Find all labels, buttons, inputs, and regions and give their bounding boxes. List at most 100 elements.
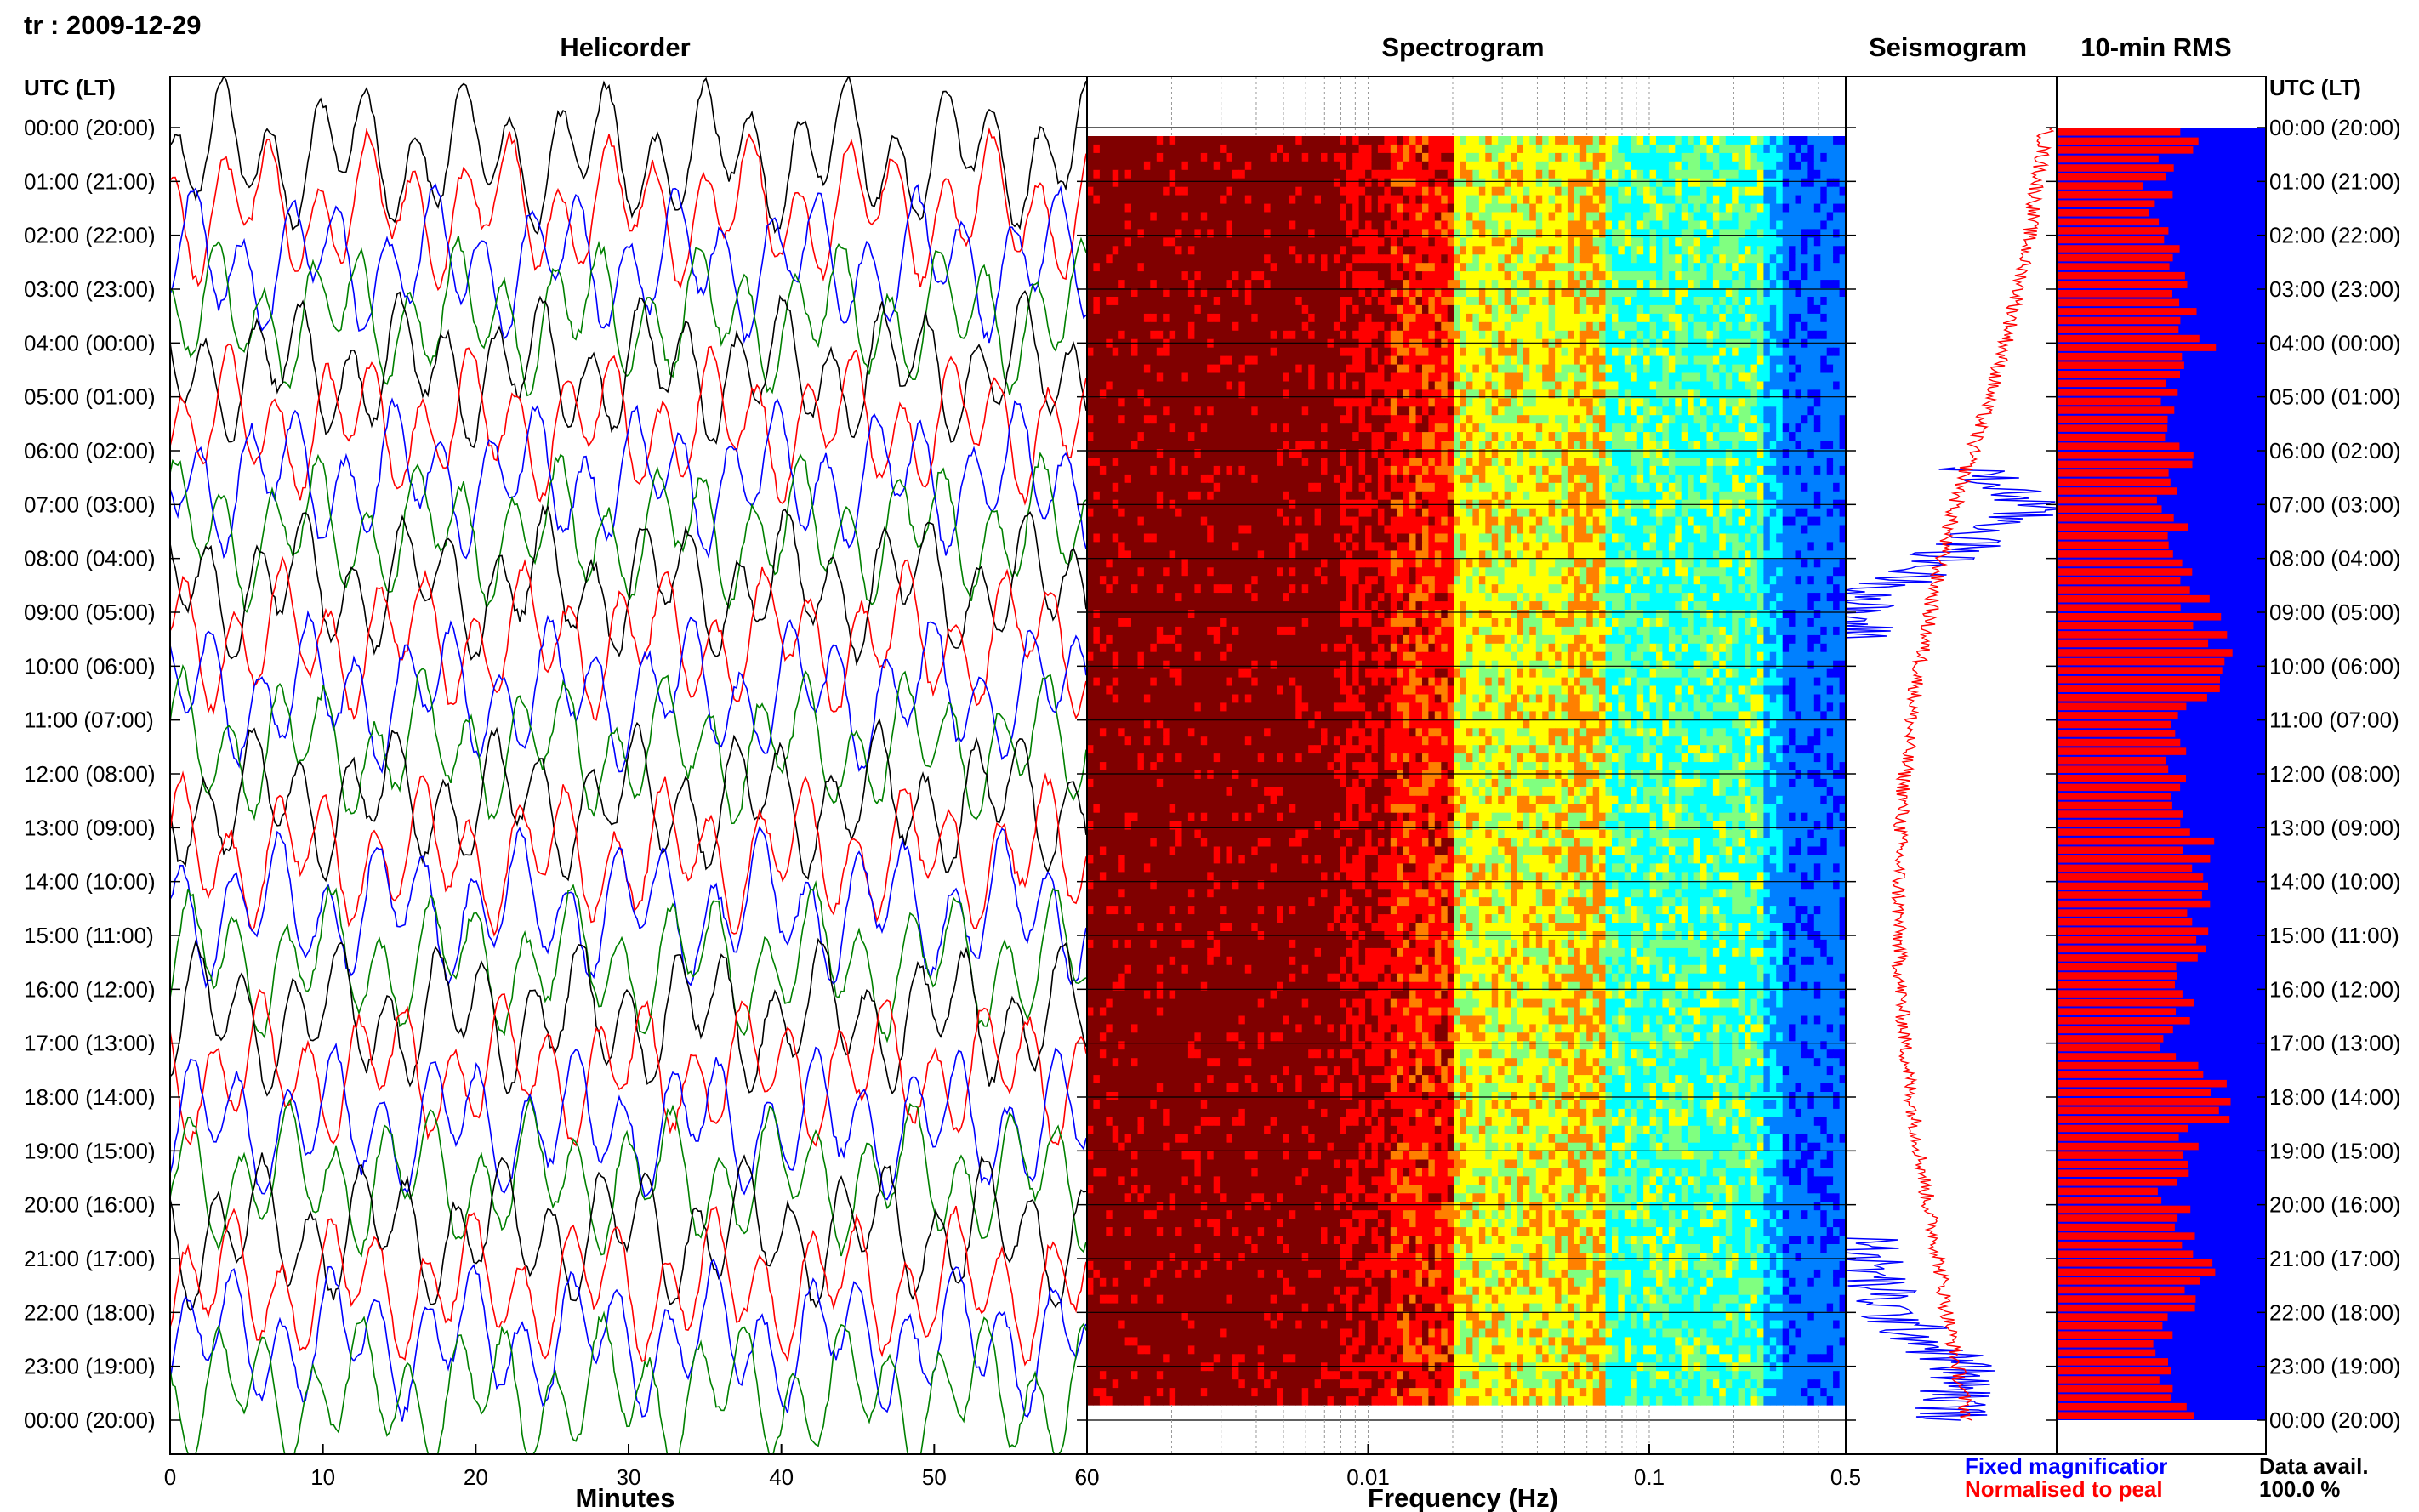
rms-bar [2057,577,2181,585]
rms-bar [2057,837,2215,845]
rms-bar [2057,452,2194,459]
helicorder-trace [170,826,1087,989]
time-label-left: 04:00 (00:00) [24,330,156,355]
data-avail-value: 100.0 % [2259,1476,2340,1502]
rms-bar [2057,478,2171,486]
rms-bar [2057,954,2198,962]
rms-bar [2057,882,2208,890]
rms-bar [2057,604,2181,611]
rms-bar [2057,1250,2194,1258]
figure-title: tr : 2009-12-29 [24,10,202,40]
rms-bar [2057,298,2180,307]
time-axis-header-right: UTC (LT) [2269,75,2361,100]
time-label-left: 00:00 (20:00) [24,115,156,140]
rms-bar [2057,371,2180,378]
time-axis-header-left: UTC (LT) [24,75,116,100]
time-label-right: 20:00 (16:00) [2269,1192,2401,1218]
time-label-right: 01:00 (21:00) [2269,168,2401,194]
rms-bar [2057,1277,2200,1285]
rms-bar [2057,316,2181,325]
rms-bar [2057,1349,2156,1357]
time-label-left: 12:00 (08:00) [24,761,156,787]
helicorder-trace [170,770,1087,937]
helicorder-trace [170,343,1087,506]
rms-bar [2057,720,2171,729]
rms-bar [2057,290,2172,298]
rms-bar [2057,900,2211,908]
rms-bar [2057,819,2181,827]
rms-bar [2057,1412,2194,1419]
rms-bar [2057,846,2183,854]
rms-bar [2057,406,2175,414]
time-label-left: 01:00 (21:00) [24,168,156,194]
rms-bar [2057,496,2157,504]
helicorder-trace [170,664,1087,825]
time-label-left: 08:00 (04:00) [24,546,156,571]
rms-bar [2057,1358,2168,1366]
rms-bar [2057,514,2174,522]
rms-bar [2057,873,2204,881]
rms-bar [2057,586,2190,594]
time-label-left: 21:00 (17:00) [24,1246,156,1271]
time-label-left: 10:00 (06:00) [24,653,156,679]
rms-bar [2057,1304,2195,1312]
time-label-left: 09:00 (05:00) [24,600,156,625]
rms-bar [2057,559,2183,567]
rms-bar [2057,828,2190,836]
rms-bar [2057,1061,2199,1070]
seismogram-title: Seismogram [1869,32,2027,62]
rms-bar [2057,352,2183,361]
rms-bar [2057,550,2173,558]
rms-bar [2057,361,2184,369]
rms-bar [2057,505,2162,513]
rms-bar [2057,747,2187,755]
rms-bar [2057,541,2169,549]
rms-bar [2057,783,2181,792]
helicorder-tick-label: 20 [464,1464,488,1490]
rms-bar [2057,1017,2190,1025]
spectrogram-tick-label: 0.01 [1346,1464,1390,1490]
rms-bar [2057,622,2194,630]
helicorder-trace [170,1095,1087,1258]
rms-bar [2057,344,2217,351]
rms-bar [2057,182,2143,190]
helicorder-xlabel: Minutes [575,1483,674,1512]
time-label-left: 16:00 (12:00) [24,976,156,1002]
helicorder-trace [170,77,1087,236]
rms-bar [2057,209,2149,217]
rms-bar [2057,1214,2178,1222]
time-label-right: 05:00 (01:00) [2269,384,2401,410]
helicorder-trace [170,290,1087,449]
rms-bar [2057,137,2199,145]
rms-bar [2057,810,2183,818]
spectrogram-title: Spectrogram [1381,32,1544,62]
rms-bar [2057,1205,2191,1214]
helicorder-tick-label: 30 [617,1464,641,1490]
rms-bar [2057,415,2168,423]
rms-bar [2057,1151,2183,1159]
rms-bar [2057,271,2185,280]
rms-bar [2057,613,2222,621]
time-label-right: 21:00 (17:00) [2269,1246,2401,1271]
spectrogram-panel: 60 0.01 0.1 0.5 [1075,76,1861,1490]
legend-normalised: Normalised to peal [1965,1476,2163,1502]
seismogram-panel [1845,76,2058,1455]
helicorder-trace [170,988,1087,1147]
time-label-left: 22:00 (18:00) [24,1299,156,1325]
rms-bar [2057,433,2166,441]
time-label-left: 03:00 (23:00) [24,276,156,302]
time-label-right: 04:00 (00:00) [2269,330,2401,355]
rms-bar [2057,1008,2176,1015]
time-label-right: 17:00 (13:00) [2269,1031,2401,1056]
time-label-right: 00:00 (20:00) [2269,1407,2401,1433]
rms-bar [2057,730,2176,737]
time-label-left: 15:00 (11:00) [24,923,154,948]
rms-bar [2057,326,2179,333]
time-label-left: 19:00 (15:00) [24,1138,156,1163]
time-label-right: 10:00 (06:00) [2269,653,2401,679]
helicorder-trace [170,554,1087,721]
time-label-left: 11:00 (07:00) [24,708,154,733]
rms-bar [2057,424,2168,432]
helicorder-trace [170,452,1087,613]
rms-bar [2057,1367,2171,1375]
